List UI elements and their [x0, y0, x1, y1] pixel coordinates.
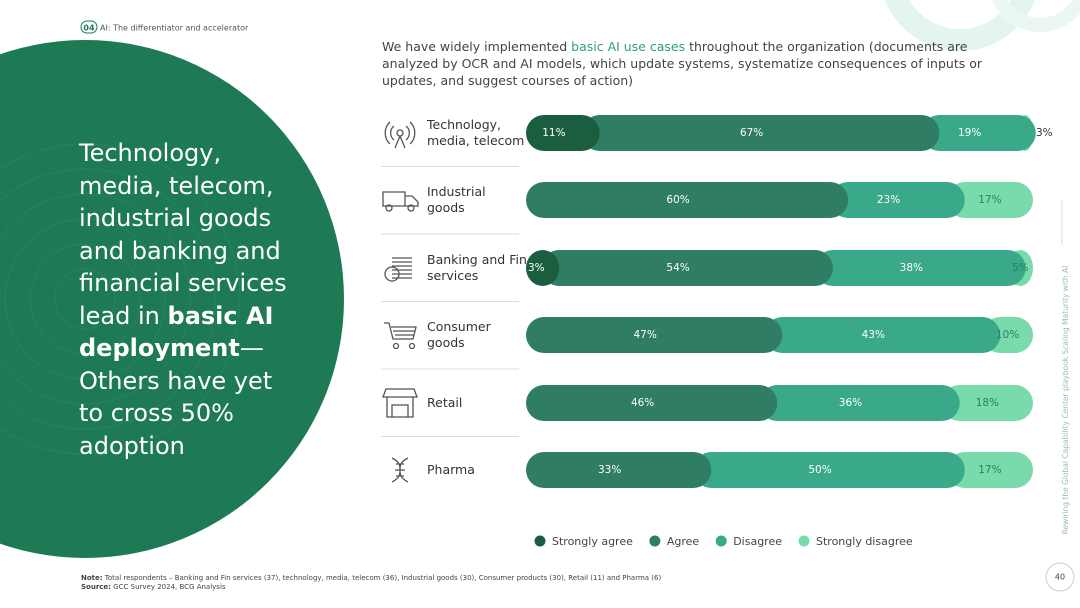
decor-arc — [992, 0, 1080, 32]
note: Total respondents – Banking and Fin serv… — [104, 574, 662, 582]
footnotes: Note: Total respondents – Banking and Fi… — [81, 574, 661, 592]
headline-circle — [0, 40, 344, 558]
bar-segment — [526, 182, 849, 218]
legend-label: Strongly agree — [552, 535, 633, 548]
bar-segment — [526, 385, 778, 421]
headline-text: Technology, media, telecom, industrial g… — [79, 139, 287, 330]
value-label: 46% — [631, 397, 654, 409]
value-label: 36% — [839, 397, 862, 409]
bar-segment — [526, 115, 600, 151]
decor-arc — [884, 0, 1036, 51]
value-label: 3% — [528, 262, 545, 274]
value-label: 5% — [1012, 262, 1029, 274]
bar-segment — [541, 250, 833, 286]
bar-segment — [764, 317, 1001, 353]
source: GCC Survey 2024, BCG Analysis — [113, 583, 226, 591]
category-label: Industrial goods — [427, 184, 486, 215]
circle-rings — [0, 143, 241, 455]
bar-segment — [830, 182, 965, 218]
bar-segment — [814, 250, 1026, 286]
value-label: 50% — [808, 464, 831, 476]
title-text: throughout the organization (documents a… — [382, 39, 982, 88]
headline: Technology, media, telecom, industrial g… — [79, 137, 299, 462]
chart-title: We have widely implemented basic AI use … — [382, 38, 1022, 89]
bar-segment — [526, 452, 712, 488]
bar-segment — [581, 115, 940, 151]
bar-segment — [526, 317, 783, 353]
title-text: We have widely implemented — [382, 39, 572, 54]
bar-segment — [526, 250, 560, 286]
bar-segment — [941, 385, 1033, 421]
category-label: Consumer goods — [427, 319, 491, 350]
category-icons — [382, 121, 419, 483]
bar-segment — [759, 385, 960, 421]
value-label: 67% — [740, 127, 763, 139]
value-label: 3% — [1036, 127, 1053, 139]
note-label: Note: — [81, 574, 103, 582]
bar-segment — [693, 452, 965, 488]
value-label: 43% — [862, 329, 885, 341]
legend-swatch — [649, 535, 661, 547]
value-label: 23% — [877, 194, 900, 206]
value-label: 19% — [958, 127, 981, 139]
legend-label: Disagree — [733, 535, 782, 548]
section-number: 04 — [83, 24, 95, 33]
value-label: 54% — [666, 262, 689, 274]
value-label: 47% — [633, 329, 656, 341]
value-label: 10% — [996, 329, 1019, 341]
source-label: Source: — [81, 583, 111, 591]
value-label: 11% — [542, 127, 565, 139]
section-title: AI: The differentiator and accelerator — [100, 24, 249, 33]
category-label: Banking and Fin services — [427, 252, 527, 283]
page-circle — [1045, 562, 1075, 592]
bar-segment — [921, 115, 1036, 151]
bar-segment — [946, 452, 1033, 488]
value-label: 17% — [978, 464, 1001, 476]
category-label: Retail — [427, 395, 463, 410]
side-text: Rewiring the Global Capability Center pl… — [1061, 266, 1070, 535]
legend-swatch — [798, 535, 810, 547]
section-pill — [80, 20, 98, 34]
category-label: Pharma — [427, 462, 475, 477]
value-label: 17% — [978, 194, 1001, 206]
legend-label: Agree — [667, 535, 700, 548]
value-label: 60% — [666, 194, 689, 206]
legend-swatch — [534, 535, 546, 547]
value-label: 18% — [976, 397, 999, 409]
category-label: Technology, media, telecom — [427, 117, 525, 148]
legend-swatch — [715, 535, 727, 547]
value-label: 33% — [598, 464, 621, 476]
headline-bold: basic AI deployment — [79, 301, 274, 363]
value-label: 38% — [900, 262, 923, 274]
headline-text: —Others have yet to cross 50% adoption — [79, 334, 273, 460]
page-number: 40 — [1055, 573, 1065, 582]
legend-label: Strongly disagree — [816, 535, 913, 548]
title-highlight: basic AI use cases — [571, 39, 686, 54]
bar-segment — [946, 182, 1033, 218]
